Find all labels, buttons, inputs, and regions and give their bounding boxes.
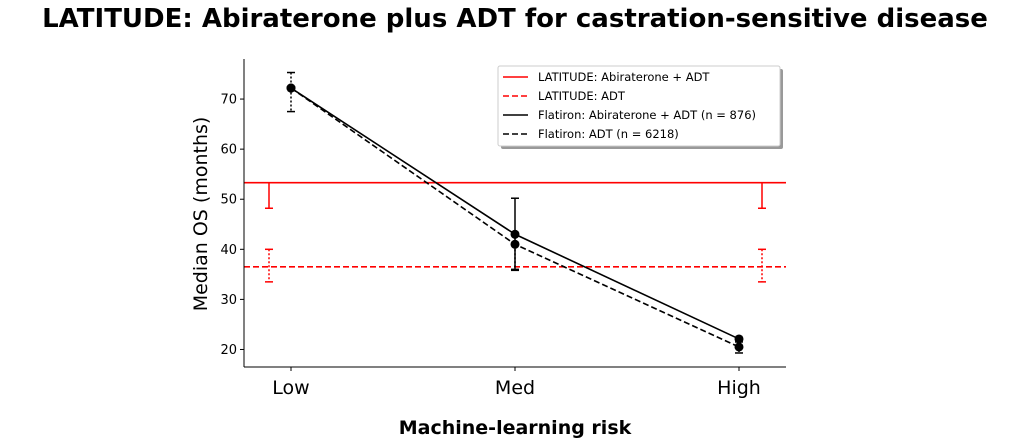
- data-point: [734, 342, 744, 352]
- axes: 20 30 40 50 60 70 Low Med High: [220, 59, 786, 399]
- chart-title: LATITUDE: Abiraterone plus ADT for castr…: [42, 4, 988, 34]
- legend-label: LATITUDE: ADT: [538, 89, 626, 103]
- legend-box: [497, 65, 781, 147]
- x-axis-label: Machine-learning risk: [399, 417, 632, 439]
- y-tick-label: 20: [220, 343, 237, 358]
- data-point: [286, 83, 296, 93]
- x-tick-label: Low: [272, 377, 309, 399]
- y-tick-label: 60: [220, 143, 237, 158]
- y-tick-label: 40: [220, 243, 237, 258]
- x-tick-label: Med: [495, 377, 535, 399]
- legend: LATITUDE: Abiraterone + ADT LATITUDE: ADT…: [497, 65, 783, 149]
- legend-label: Flatiron: ADT (n = 6218): [538, 127, 679, 141]
- data-point: [734, 334, 744, 344]
- y-tick-label: 50: [220, 193, 237, 208]
- y-axis-label: Median OS (months): [190, 117, 212, 312]
- legend-label: LATITUDE: Abiraterone + ADT: [538, 70, 710, 84]
- legend-label: Flatiron: Abiraterone + ADT (n = 876): [538, 108, 756, 122]
- x-tick-label: High: [717, 377, 761, 399]
- series-lines: [286, 71, 744, 354]
- y-tick-label: 70: [220, 93, 237, 108]
- y-tick-label: 30: [220, 293, 237, 308]
- data-point: [510, 239, 520, 249]
